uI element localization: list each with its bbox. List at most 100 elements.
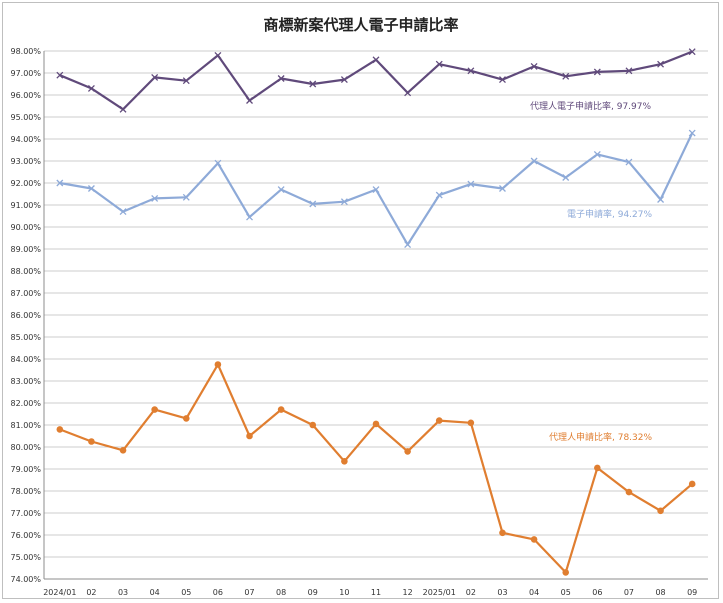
- data-point: [499, 76, 506, 84]
- y-tick-label: 76.00%: [10, 531, 41, 540]
- x-tick-label: 09: [687, 588, 697, 597]
- data-point: [435, 191, 443, 199]
- x-tick-label: 06: [213, 588, 223, 597]
- data-point: [688, 129, 696, 137]
- x-tick-label: 11: [371, 588, 381, 597]
- x-tick-label: 06: [592, 588, 602, 597]
- series-agent: 代理人申請比率, 78.32%: [56, 361, 696, 576]
- series-agent_e: 代理人電子申請比率, 97.97%: [56, 48, 696, 113]
- data-point: [530, 157, 538, 165]
- data-point: [625, 488, 633, 496]
- series-annotation: 代理人電子申請比率, 97.97%: [530, 100, 651, 112]
- data-point: [277, 186, 285, 194]
- data-point: [56, 179, 64, 187]
- y-tick-label: 80.00%: [10, 443, 41, 452]
- data-point: [657, 60, 665, 68]
- data-point: [56, 71, 64, 79]
- y-tick-label: 87.00%: [10, 289, 41, 298]
- data-point: [467, 180, 475, 188]
- y-tick-label: 81.00%: [10, 421, 41, 430]
- data-point: [530, 536, 538, 543]
- data-point: [277, 75, 285, 82]
- data-point: [214, 159, 222, 167]
- data-point: [404, 241, 412, 249]
- data-point: [530, 62, 538, 70]
- data-point: [246, 213, 253, 221]
- y-tick-label: 88.00%: [10, 267, 41, 276]
- x-tick-label: 08: [276, 588, 286, 597]
- y-tick-label: 90.00%: [10, 223, 41, 232]
- x-tick-label: 02: [466, 588, 476, 597]
- x-tick-label: 2024/01: [43, 588, 76, 597]
- data-point: [87, 185, 95, 192]
- data-point: [182, 415, 190, 422]
- data-point: [182, 77, 190, 85]
- data-point: [119, 105, 127, 113]
- y-tick-label: 83.00%: [10, 377, 41, 386]
- data-point: [341, 458, 348, 465]
- y-tick-label: 74.00%: [10, 575, 41, 584]
- x-tick-label: 05: [561, 588, 571, 597]
- y-tick-label: 84.00%: [10, 355, 41, 364]
- x-tick-label: 04: [529, 588, 539, 597]
- y-tick-label: 96.00%: [10, 91, 41, 100]
- data-point: [340, 198, 348, 206]
- y-tick-label: 93.00%: [10, 157, 41, 166]
- y-tick-label: 98.00%: [10, 47, 41, 56]
- data-point: [625, 158, 633, 166]
- data-point: [625, 67, 633, 75]
- data-point: [56, 426, 64, 433]
- y-axis-ticks: 74.00% 75.00% 76.00% 77.00% 78.00% 79.00% 80.0…: [10, 47, 41, 584]
- y-tick-label: 79.00%: [10, 465, 41, 474]
- data-point: [657, 507, 664, 515]
- data-point: [499, 529, 506, 537]
- data-point: [119, 208, 127, 216]
- y-tick-label: 75.00%: [10, 553, 41, 562]
- data-point: [657, 196, 665, 203]
- data-point: [372, 56, 380, 64]
- y-tick-label: 91.00%: [10, 201, 41, 210]
- data-point: [404, 89, 412, 97]
- data-point: [372, 186, 380, 194]
- x-tick-label: 09: [308, 588, 318, 597]
- data-point: [562, 569, 570, 576]
- chart-title: 商標新案代理人電子申請比率: [263, 16, 458, 34]
- data-point: [435, 417, 443, 424]
- series-annotation: 電子申請率, 94.27%: [567, 208, 652, 220]
- data-point: [246, 432, 253, 440]
- data-point: [593, 68, 601, 76]
- y-tick-label: 89.00%: [10, 245, 41, 254]
- x-tick-label: 03: [497, 588, 507, 597]
- data-point: [88, 438, 95, 445]
- series-annotation: 代理人申請比率, 78.32%: [549, 431, 652, 443]
- data-point: [562, 72, 570, 80]
- y-tick-label: 97.00%: [10, 69, 41, 78]
- data-point: [182, 193, 190, 201]
- data-point: [593, 150, 601, 158]
- data-point: [562, 174, 570, 181]
- x-tick-label: 12: [403, 588, 413, 597]
- data-point: [340, 76, 348, 84]
- x-tick-label: 05: [181, 588, 191, 597]
- data-point: [594, 464, 601, 472]
- y-tick-label: 77.00%: [10, 509, 41, 518]
- x-tick-label: 07: [244, 588, 254, 597]
- data-point: [435, 60, 443, 68]
- data-point: [309, 421, 317, 429]
- y-tick-label: 78.00%: [10, 487, 41, 496]
- y-tick-label: 85.00%: [10, 333, 41, 342]
- plot-area: 代理人電子申請比率, 97.97% 電子申請率, 94.27% 代理人申請比率, 7…: [56, 48, 696, 576]
- data-point: [151, 73, 159, 81]
- data-point: [688, 480, 696, 488]
- x-tick-label: 08: [655, 588, 665, 597]
- data-point: [309, 80, 317, 88]
- series-e_filing: 電子申請率, 94.27%: [56, 129, 696, 249]
- x-tick-label: 02: [86, 588, 96, 597]
- data-point: [688, 48, 696, 56]
- data-point: [87, 84, 95, 92]
- data-point: [214, 361, 222, 368]
- data-point: [214, 51, 222, 59]
- y-tick-label: 82.00%: [10, 399, 41, 408]
